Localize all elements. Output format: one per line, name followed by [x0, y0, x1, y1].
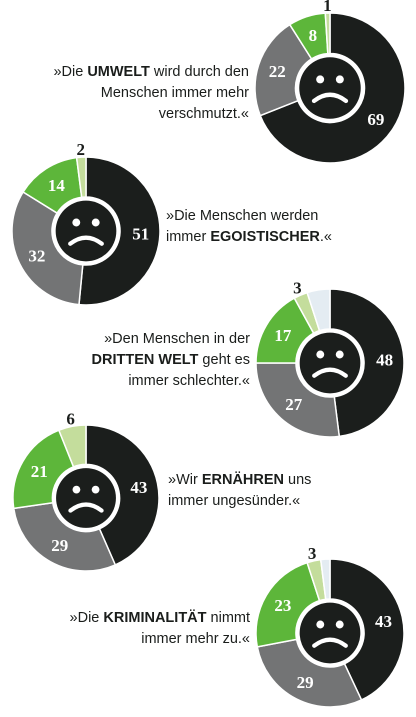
donut-3-label-1: 48	[376, 351, 393, 370]
donut-2-slice-2	[11, 190, 84, 306]
donut-5-label-1: 43	[375, 612, 392, 631]
donut-4-left-eye-icon	[72, 485, 81, 494]
donut-2-sad-face-icon	[55, 200, 117, 262]
donut-2-frown-icon	[68, 235, 104, 246]
donut-4-right-eye-icon	[91, 485, 100, 494]
donut-4-label-4: 6	[66, 409, 75, 428]
donut-1-right-eye-icon	[335, 75, 344, 84]
donut-3-sad-face-icon	[299, 332, 361, 394]
donut-4-slice-2	[12, 501, 117, 572]
donut-1-slice-2	[254, 23, 313, 117]
donut-5-right-eye-icon	[335, 620, 344, 629]
donut-5-sad-face-icon	[299, 602, 361, 664]
donut-5-label-3: 23	[274, 596, 291, 615]
donut-4-label-3: 21	[31, 462, 48, 481]
donut-1-label-3: 8	[309, 26, 318, 45]
donut-3-label-3: 17	[274, 326, 292, 345]
donut-3-slice-5	[306, 288, 331, 332]
donut-3-slice-2	[255, 362, 341, 438]
caption-ernaehren: »Wir ERNÄHREN uns immer ungesünder.«	[168, 472, 312, 509]
donut-3-right-eye-icon	[335, 350, 344, 359]
donut-5-slice-1	[329, 558, 405, 701]
donut-3-slice-1	[329, 288, 405, 438]
donut-1-label-2: 22	[269, 62, 286, 81]
donut-5-slice-2	[256, 638, 363, 708]
caption-kriminalitaet: »Die KRIMINALITÄT nimmt immer mehr zu.«	[69, 610, 250, 647]
donut-1-label-1: 69	[367, 110, 384, 129]
donut-3-frown-icon	[312, 367, 348, 378]
donut-2-slice-1	[78, 156, 161, 306]
donut-5-label-2: 29	[297, 673, 314, 692]
caption-egoistischer: »Die Menschen werden immer EGOISTISCHER.…	[166, 208, 332, 245]
donut-4-slice-1	[85, 424, 160, 566]
donut-1-slice-1	[259, 12, 406, 164]
donut-2-label-2: 32	[28, 246, 45, 265]
donut-2-label-1: 51	[132, 225, 149, 244]
donut-3-label-4: 3	[293, 279, 302, 298]
donut-1-left-eye-icon	[316, 75, 325, 84]
donut-2-label-3: 14	[48, 176, 66, 195]
donut-3-left-eye-icon	[316, 350, 325, 359]
donut-1-sad-face-icon	[299, 57, 361, 119]
donut-2-left-eye-icon	[72, 218, 81, 227]
donut-3-label-2: 27	[285, 395, 303, 414]
donut-5-left-eye-icon	[316, 620, 325, 629]
donut-2-slice-4	[75, 156, 87, 199]
caption-dritte-welt: »Den Menschen in der DRITTEN WELT geht e…	[91, 331, 250, 389]
donut-2-right-eye-icon	[91, 218, 100, 227]
donut-1-label-4: 1	[323, 0, 332, 15]
donut-4-frown-icon	[68, 502, 104, 513]
donut-5-label-4: 3	[308, 544, 317, 563]
donut-5-frown-icon	[312, 637, 348, 648]
donut-2-label-4: 2	[77, 140, 86, 159]
donut-4-slice-4	[57, 424, 87, 468]
donut-1-slice-4	[324, 12, 331, 55]
donut-4-label-1: 43	[130, 478, 147, 497]
donut-5-slice-5	[319, 558, 331, 601]
donut-4-label-2: 29	[51, 536, 68, 555]
donut-4-sad-face-icon	[56, 468, 116, 528]
caption-umwelt: »Die UMWELT wird durch den Menschen imme…	[53, 64, 249, 122]
donut-1-frown-icon	[311, 92, 349, 104]
